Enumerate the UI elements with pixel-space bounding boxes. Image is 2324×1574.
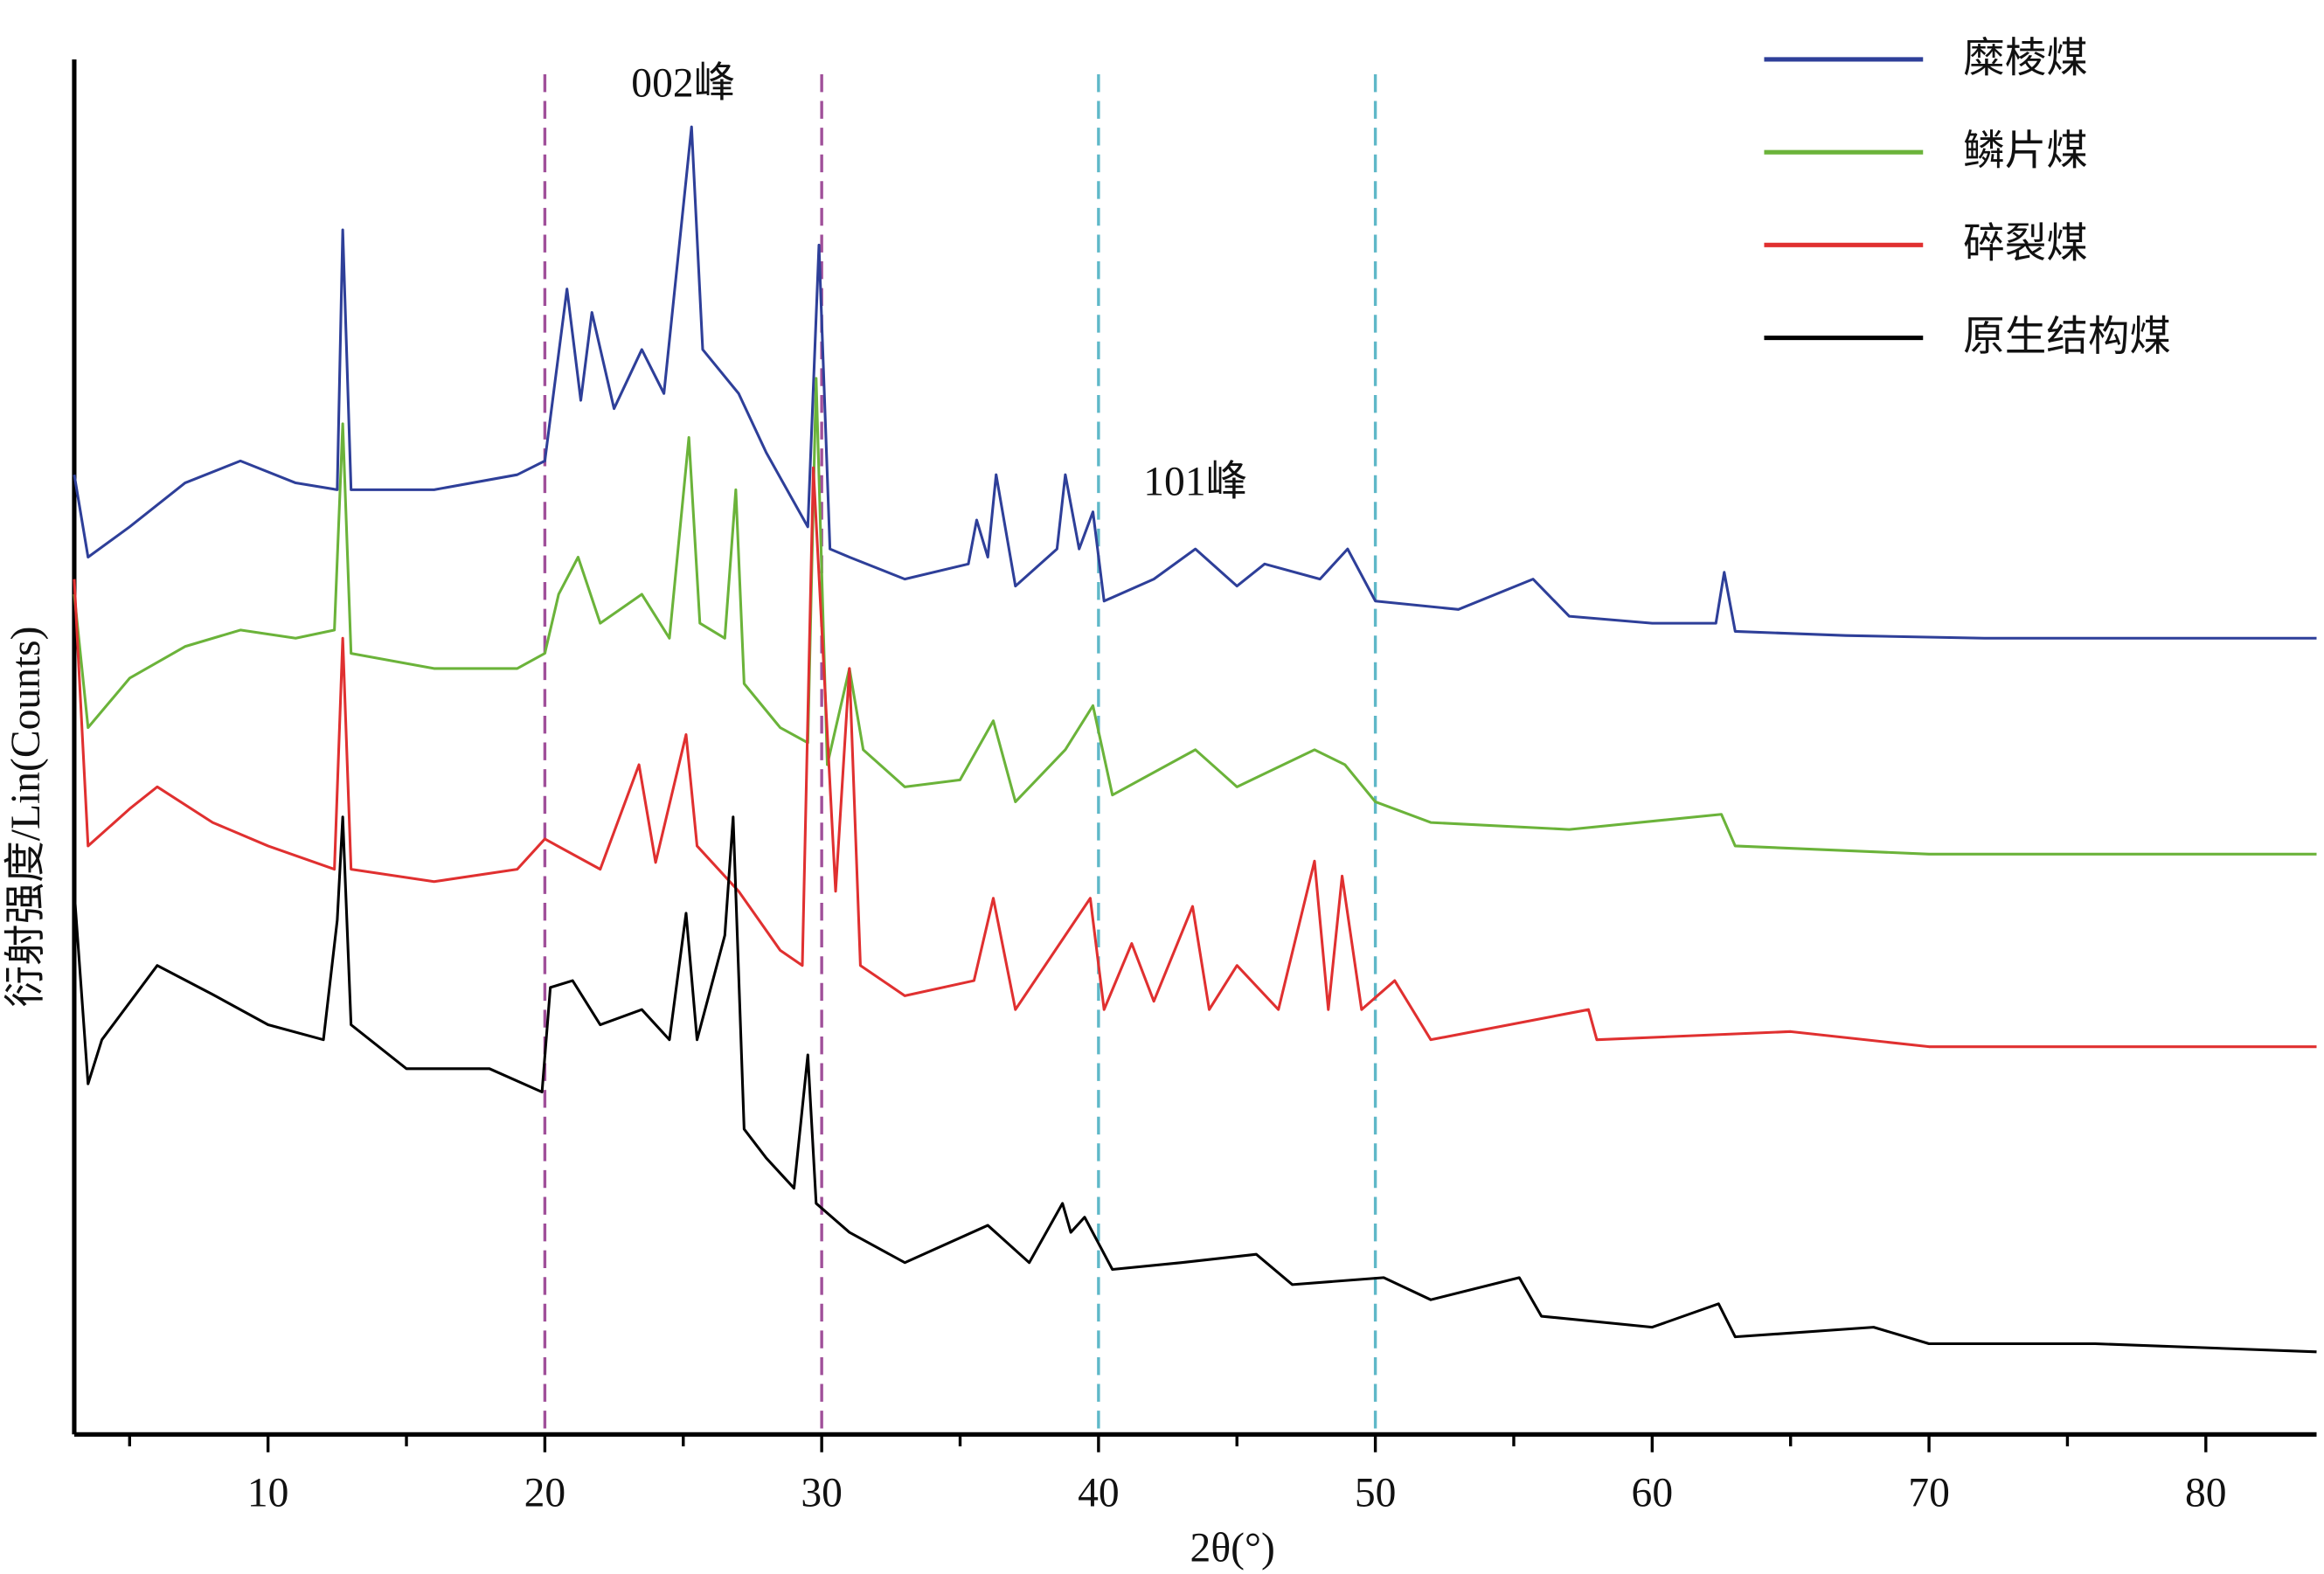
data-line [73, 377, 2317, 856]
x-tick-label: 70 [1908, 1471, 1950, 1516]
legend-label: 鳞片煤 [1963, 128, 2088, 174]
x-axis-label: 2θ(°) [1190, 1525, 1275, 1571]
x-tick-label: 20 [524, 1471, 566, 1516]
data-line [73, 815, 2317, 1354]
annotation: 101峰 [1143, 460, 1247, 505]
legend-label: 碎裂煤 [1963, 222, 2088, 267]
x-tick-label: 60 [1632, 1471, 1674, 1516]
annotation: 002峰 [631, 60, 735, 106]
x-tick-label: 50 [1355, 1471, 1397, 1516]
x-tick-label: 10 [247, 1471, 289, 1516]
data-line [73, 466, 2317, 1049]
y-axis-label: 衍射强度/Lin(Counts) [3, 626, 49, 1007]
legend-label: 糜棱煤 [1963, 36, 2088, 81]
x-tick-label: 80 [2185, 1471, 2227, 1516]
data-line [73, 125, 2317, 640]
x-tick-label: 40 [1078, 1471, 1120, 1516]
x-tick-label: 30 [801, 1471, 843, 1516]
legend-label: 原生结构煤 [1963, 315, 2171, 360]
